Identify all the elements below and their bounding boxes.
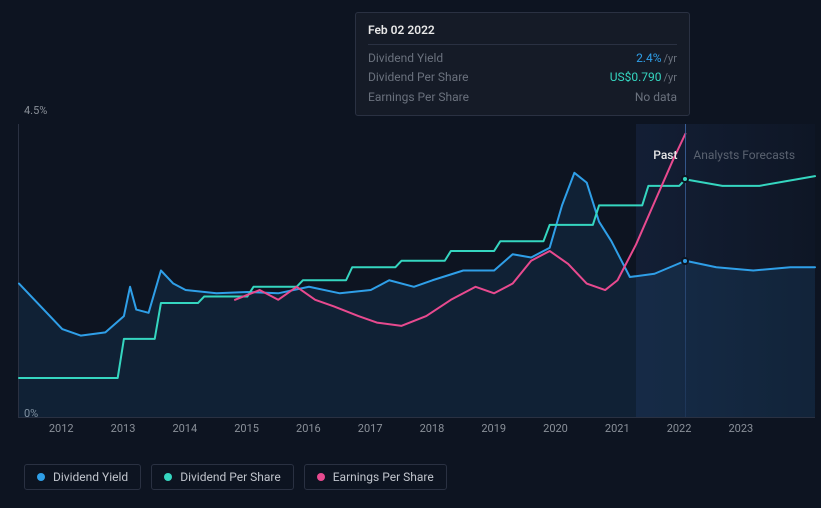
legend-item[interactable]: Earnings Per Share bbox=[304, 464, 447, 490]
x-tick: 2014 bbox=[172, 422, 197, 435]
tooltip-rows: Dividend Yield 2.4%/yr Dividend Per Share U… bbox=[368, 49, 677, 107]
tooltip-date: Feb 02 2022 bbox=[368, 21, 677, 45]
legend-dot bbox=[164, 473, 172, 481]
x-tick: 2012 bbox=[49, 422, 74, 435]
series-fill-dividend_yield bbox=[19, 173, 815, 417]
plot-area[interactable]: Past Analysts Forecasts bbox=[18, 124, 815, 418]
x-tick: 2020 bbox=[543, 422, 568, 435]
tooltip-metric-label: Earnings Per Share bbox=[368, 88, 469, 107]
x-axis: 2012 2013 2014 2015 2016 2017 2018 2019 2020 2021… bbox=[18, 422, 815, 438]
legend-label: Earnings Per Share bbox=[333, 470, 434, 484]
x-tick: 2023 bbox=[728, 422, 753, 435]
y-axis-max: 4.5% bbox=[24, 104, 47, 117]
tooltip-row: Dividend Yield 2.4%/yr bbox=[368, 49, 677, 68]
x-tick: 2022 bbox=[667, 422, 692, 435]
forecast-label: Analysts Forecasts bbox=[693, 148, 795, 162]
tooltip-metric-label: Dividend Per Share bbox=[368, 68, 469, 87]
legend-label: Dividend Per Share bbox=[180, 470, 281, 484]
cursor-line bbox=[685, 124, 686, 417]
x-tick: 2019 bbox=[481, 422, 506, 435]
x-tick: 2016 bbox=[296, 422, 321, 435]
x-tick: 2021 bbox=[605, 422, 630, 435]
x-tick: 2017 bbox=[358, 422, 383, 435]
past-label: Past bbox=[653, 148, 677, 162]
x-tick: 2018 bbox=[420, 422, 445, 435]
chart: 4.5% 0% Past Analysts Forecasts 20122013… bbox=[18, 108, 815, 448]
chart-tooltip: Feb 02 2022 Dividend Yield2.4%/yrDividen… bbox=[355, 12, 690, 116]
tooltip-row: Dividend Per Share US$0.790/yr bbox=[368, 68, 677, 87]
legend-dot bbox=[317, 473, 325, 481]
series-marker-dividend_yield bbox=[681, 257, 689, 265]
tooltip-metric-value: 2.4%/yr bbox=[636, 49, 677, 68]
legend: Dividend Yield Dividend Per Share Earnings… bbox=[24, 464, 447, 490]
legend-dot bbox=[37, 473, 45, 481]
legend-item[interactable]: Dividend Per Share bbox=[151, 464, 294, 490]
legend-label: Dividend Yield bbox=[53, 470, 128, 484]
chart-lines bbox=[19, 124, 815, 417]
series-marker-dividend_per_share bbox=[681, 175, 689, 183]
tooltip-metric-value: US$0.790/yr bbox=[610, 68, 677, 87]
legend-item[interactable]: Dividend Yield bbox=[24, 464, 141, 490]
tooltip-metric-value: No data bbox=[635, 88, 677, 107]
x-tick: 2015 bbox=[234, 422, 259, 435]
x-tick: 2013 bbox=[111, 422, 136, 435]
tooltip-metric-label: Dividend Yield bbox=[368, 49, 443, 68]
tooltip-row: Earnings Per Share No data bbox=[368, 88, 677, 107]
